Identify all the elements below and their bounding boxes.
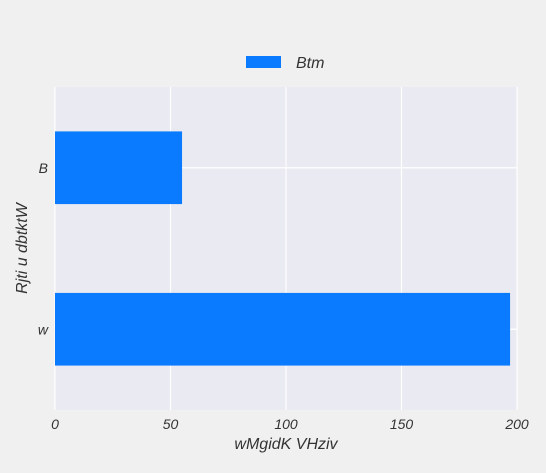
- bar-B: [55, 131, 183, 205]
- y-axis-label: Rjti u dbtktW: [14, 201, 31, 294]
- bar-w: [55, 292, 511, 366]
- legend-swatch: [246, 56, 281, 68]
- legend: Btm: [246, 55, 324, 72]
- x-tick-label: 200: [504, 416, 529, 432]
- y-tick-label: w: [38, 321, 49, 337]
- x-tick-labels: 0 50 100 150 200: [51, 416, 529, 432]
- x-tick-label: 0: [51, 416, 59, 432]
- x-tick-label: 50: [163, 416, 179, 432]
- x-axis-label: wMgidK VHziv: [234, 436, 338, 453]
- x-tick-label: 150: [390, 416, 414, 432]
- legend-label: Btm: [296, 55, 324, 72]
- x-tick-label: 100: [274, 416, 298, 432]
- y-tick-label: B: [39, 160, 48, 176]
- y-tick-labels: wB: [38, 160, 49, 338]
- bars: [55, 131, 511, 366]
